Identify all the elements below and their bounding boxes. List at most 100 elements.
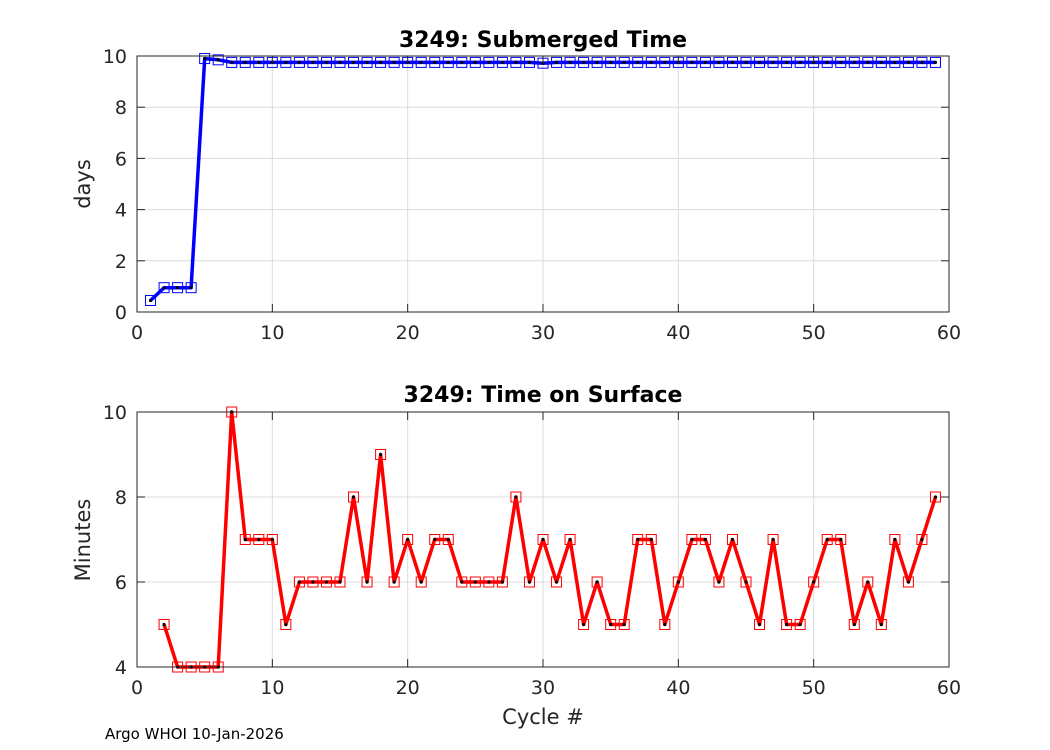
data-point-marker: [239, 534, 251, 545]
data-point-marker: [686, 534, 698, 545]
data-point-marker: [293, 576, 305, 588]
data-point-marker: [483, 576, 495, 588]
x-tick-label: 0: [131, 322, 143, 344]
data-point-dot: [162, 286, 166, 290]
data-point-marker: [483, 56, 495, 68]
data-point-marker: [578, 619, 590, 630]
data-point-marker: [821, 534, 833, 545]
data-point-marker: [862, 56, 874, 68]
data-point-marker: [781, 619, 793, 630]
data-point-marker: [429, 56, 441, 68]
data-point-dot: [243, 537, 247, 542]
data-point-dot: [473, 580, 477, 584]
data-point-dot: [757, 60, 762, 64]
data-point-dot: [162, 622, 166, 627]
data-point-marker: [767, 534, 779, 545]
data-point-marker: [348, 56, 360, 68]
data-point-dot: [392, 580, 396, 584]
data-point-dot: [379, 452, 383, 457]
data-point-dot: [365, 60, 369, 64]
data-point-marker: [212, 54, 224, 66]
data-point-marker: [415, 56, 427, 68]
data-point-dot: [473, 60, 477, 64]
data-point-dot: [920, 537, 924, 542]
data-point-marker: [821, 56, 833, 68]
data-point-marker: [659, 56, 671, 68]
ticks: 0 10 20 30 40 50 60 0 2 4 6 8 10: [103, 46, 961, 344]
data-point-dot: [392, 60, 396, 64]
data-point-marker: [226, 56, 238, 68]
data-point-marker: [875, 619, 887, 630]
data-point-dot: [622, 60, 626, 64]
data-point-dot: [419, 580, 423, 584]
data-point-marker: [320, 56, 332, 68]
data-point-marker: [835, 534, 847, 545]
data-point-marker: [334, 56, 346, 68]
data-point-marker: [496, 576, 508, 588]
data-point-marker: [551, 56, 563, 68]
data-point-marker: [361, 576, 373, 588]
data-point-dot: [311, 60, 315, 64]
data-point-marker: [496, 56, 508, 68]
data-point-dot: [230, 60, 234, 64]
data-point-marker: [605, 619, 617, 630]
data-point-dot: [717, 60, 721, 64]
data-point-marker: [848, 619, 860, 630]
data-point-marker: [320, 576, 332, 588]
y-tick-label: 6: [115, 572, 127, 594]
data-point-dot: [351, 495, 356, 499]
data-point-dot: [257, 537, 261, 542]
data-point-dot: [554, 580, 559, 584]
data-point-dot: [284, 622, 288, 627]
data-point-dot: [744, 60, 748, 64]
data-point-dot: [852, 622, 856, 627]
y-tick-label: 8: [115, 97, 127, 119]
x-tick-label: 20: [396, 677, 420, 699]
data-point-marker: [726, 56, 738, 68]
x-tick-label: 50: [802, 677, 826, 699]
chart-title: 3249: Time on Surface: [404, 383, 683, 408]
data-point-marker: [618, 619, 630, 630]
data-point-dot: [703, 60, 708, 64]
data-point-dot: [906, 60, 911, 64]
data-point-marker: [253, 56, 265, 68]
data-point-dot: [663, 622, 667, 627]
data-point-dot: [541, 537, 545, 542]
data-point-dot: [311, 580, 315, 584]
data-point-dot: [338, 60, 342, 64]
data-point-dot: [785, 622, 789, 627]
data-point-dot: [270, 537, 274, 542]
x-tick-label: 20: [396, 322, 420, 344]
chart-title: 3249: Submerged Time: [399, 28, 687, 53]
data-point-marker: [469, 56, 481, 68]
data-point-marker: [415, 576, 427, 588]
data-point-dot: [798, 622, 802, 627]
data-point-marker: [523, 576, 535, 588]
data-point-marker: [659, 619, 671, 630]
data-point-dot: [176, 286, 180, 290]
data-point-marker: [645, 56, 657, 68]
data-point-dot: [825, 537, 829, 542]
data-point-dot: [730, 60, 735, 64]
data-point-dot: [527, 580, 532, 584]
data-point-dot: [676, 580, 680, 584]
data-point-marker: [510, 56, 522, 68]
data-point-dot: [893, 537, 897, 542]
data-point-dot: [568, 537, 572, 542]
data-point-marker: [510, 491, 522, 503]
data-point-marker: [889, 56, 901, 68]
ticks: 0 10 20 30 40 50 60 4 6 8 10: [103, 402, 961, 699]
data-point-marker: [456, 56, 468, 68]
data-point-dot: [351, 60, 356, 64]
y-axis-label: days: [71, 159, 95, 209]
data-point-marker: [334, 576, 346, 588]
data-point-dot: [636, 537, 640, 542]
data-point-marker: [902, 56, 914, 68]
data-point-dot: [487, 60, 491, 64]
x-tick-label: 60: [937, 677, 961, 699]
time-on-surface-chart: 0 10 20 30 40 50 60 4 6 8 10 3249: Time on Surface…: [71, 383, 961, 729]
data-point-marker: [239, 56, 251, 68]
data-point-marker: [794, 56, 806, 68]
data-point-marker: [551, 576, 563, 588]
